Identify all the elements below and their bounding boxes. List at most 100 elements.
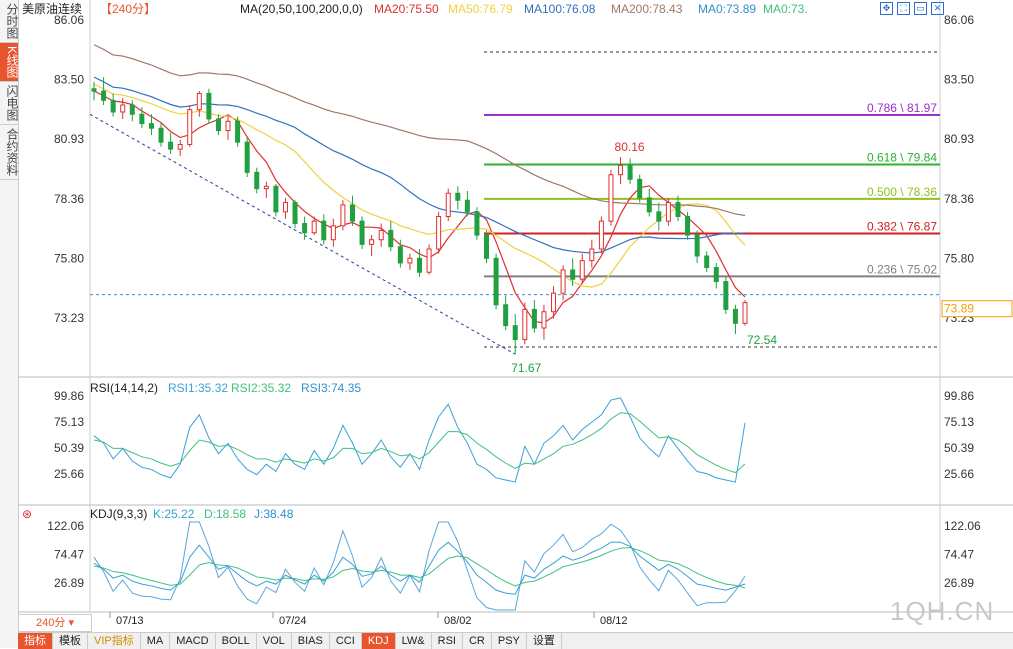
rsi2-line xyxy=(93,412,746,474)
candle-body xyxy=(196,92,202,111)
candle-body xyxy=(464,199,470,213)
window-icon[interactable]: ▭ xyxy=(914,2,927,15)
indicator-tab-kdj[interactable]: KDJ xyxy=(361,633,396,649)
candle-body xyxy=(187,109,193,145)
rsi-tick-left-2: 50.39 xyxy=(54,441,84,455)
candle-body xyxy=(330,225,336,241)
rsi-tick-right-0: 99.86 xyxy=(944,389,974,403)
watermark: 1QH.CN xyxy=(890,596,995,626)
sidebar-tab-0[interactable]: 分时图 xyxy=(0,0,19,43)
y-tick-left-2: 80.93 xyxy=(54,132,84,146)
candle-body xyxy=(694,234,700,257)
last-low-label: 72.54 xyxy=(747,333,777,347)
indicator-tab-设置[interactable]: 设置 xyxy=(527,633,562,649)
rsi-title: RSI(14,14,2) xyxy=(90,381,158,395)
fib-label-2: 0.500 \ 78.36 xyxy=(867,185,937,199)
candle-body xyxy=(120,104,126,113)
indicator-tab-boll[interactable]: BOLL xyxy=(216,633,257,649)
sidebar-tab-3[interactable]: 合约资料 xyxy=(0,125,19,181)
kdj-settings-icon: ⊛ xyxy=(22,507,32,521)
rsi-tick-right-2: 50.39 xyxy=(944,441,974,455)
candle-body xyxy=(742,302,748,324)
candle-body xyxy=(91,88,97,92)
indicator-tab-cci[interactable]: CCI xyxy=(330,633,362,649)
candle-body xyxy=(618,164,624,176)
indicator-tab-lw&[interactable]: LW& xyxy=(396,633,432,649)
y-tick-left-4: 75.80 xyxy=(54,251,84,265)
candle-body xyxy=(685,215,691,236)
indicator-tab-rsi[interactable]: RSI xyxy=(432,633,463,649)
candle-body xyxy=(158,127,164,143)
indicator-tab-macd[interactable]: MACD xyxy=(170,633,216,649)
rsi-tick-right-3: 25.66 xyxy=(944,467,974,481)
ma-value-3: MA200:78.43 xyxy=(611,2,683,16)
candle-body xyxy=(244,141,250,173)
candle-body xyxy=(311,220,317,234)
candle-body xyxy=(321,220,327,241)
candle-body xyxy=(493,257,499,306)
indicator-tab-cr[interactable]: CR xyxy=(463,633,492,649)
rsi-tick-left-3: 25.66 xyxy=(54,467,84,481)
candle-body xyxy=(589,248,595,262)
y-tick-right-1: 83.50 xyxy=(944,72,974,86)
candle-body xyxy=(426,248,432,273)
rsi1-line xyxy=(93,397,746,483)
candle-body xyxy=(522,308,528,341)
candle-body xyxy=(282,202,288,213)
rsi-tick-right-1: 75.13 xyxy=(944,415,974,429)
ma-value-1: MA50:76.79 xyxy=(448,2,513,16)
indicator-toolbar: 指标 模板 VIP指标 MA MACD BOLL VOL BIAS CCI KDJ LW& RSI CR… xyxy=(18,632,1013,649)
candle-body xyxy=(206,92,212,120)
ma-params-label: MA(20,50,100,200,0,0) xyxy=(240,2,363,16)
candle-body xyxy=(407,257,413,264)
kdj-legend-2: J:38.48 xyxy=(254,507,294,521)
low-label: 71.67 xyxy=(511,361,541,375)
expand-icon[interactable]: ✥ xyxy=(880,2,893,15)
sidebar-tab-1[interactable]: K线图 xyxy=(0,43,19,83)
candle-body xyxy=(713,267,719,283)
rsi-tick-left-1: 75.13 xyxy=(54,415,84,429)
kdj-tick-left-2: 26.89 xyxy=(54,576,84,590)
indicator-tab-psy[interactable]: PSY xyxy=(492,633,527,649)
candle-body xyxy=(579,260,585,280)
fib-label-3: 0.382 \ 76.87 xyxy=(867,219,937,233)
candle-body xyxy=(302,222,308,234)
kdj-title: KDJ(9,3,3) xyxy=(90,507,147,521)
indicator-tab-指标[interactable]: 指标 xyxy=(18,633,53,649)
y-tick-left-1: 83.50 xyxy=(54,72,84,86)
candle-body xyxy=(225,120,231,132)
candle-body xyxy=(570,269,576,280)
kdj-tick-left-0: 122.06 xyxy=(47,519,84,533)
candle-body xyxy=(292,202,298,224)
kdj-tick-left-1: 74.47 xyxy=(54,548,84,562)
candle-body xyxy=(723,281,729,310)
indicator-tab-bias[interactable]: BIAS xyxy=(292,633,330,649)
sidebar-tab-2[interactable]: 闪电图 xyxy=(0,82,19,126)
fullscreen-icon[interactable]: ⛶ xyxy=(897,2,910,15)
candle-body xyxy=(110,99,116,113)
candle-body xyxy=(608,174,614,222)
y-tick-left-0: 86.06 xyxy=(54,13,84,27)
x-tick-label-3: 08/12 xyxy=(600,615,628,627)
x-tick-label-0: 07/13 xyxy=(116,615,144,627)
y-tick-right-3: 78.36 xyxy=(944,192,974,206)
close-icon[interactable]: ✕ xyxy=(931,2,944,15)
high-label: 80.16 xyxy=(615,140,645,154)
candle-body xyxy=(378,229,384,241)
candle-body xyxy=(598,220,604,250)
candle-body xyxy=(560,269,566,294)
rsi-legend-0: RSI1:35.32 xyxy=(168,381,228,395)
kdj-legend-0: K:25.22 xyxy=(153,507,195,521)
indicator-tab-vol[interactable]: VOL xyxy=(257,633,292,649)
candle-body xyxy=(177,143,183,150)
candle-body xyxy=(397,246,403,264)
indicator-tab-ma[interactable]: MA xyxy=(141,633,171,649)
period-selector[interactable]: 240分 ▾ xyxy=(18,614,92,632)
candle-body xyxy=(359,220,365,245)
indicator-tab-模板[interactable]: 模板 xyxy=(53,633,88,649)
candle-body xyxy=(551,292,557,313)
y-tick-left-3: 78.36 xyxy=(54,192,84,206)
indicator-tab-vip指标[interactable]: VIP指标 xyxy=(88,633,141,649)
fib-label-4: 0.236 \ 75.02 xyxy=(867,262,937,276)
candle-body xyxy=(665,202,671,222)
